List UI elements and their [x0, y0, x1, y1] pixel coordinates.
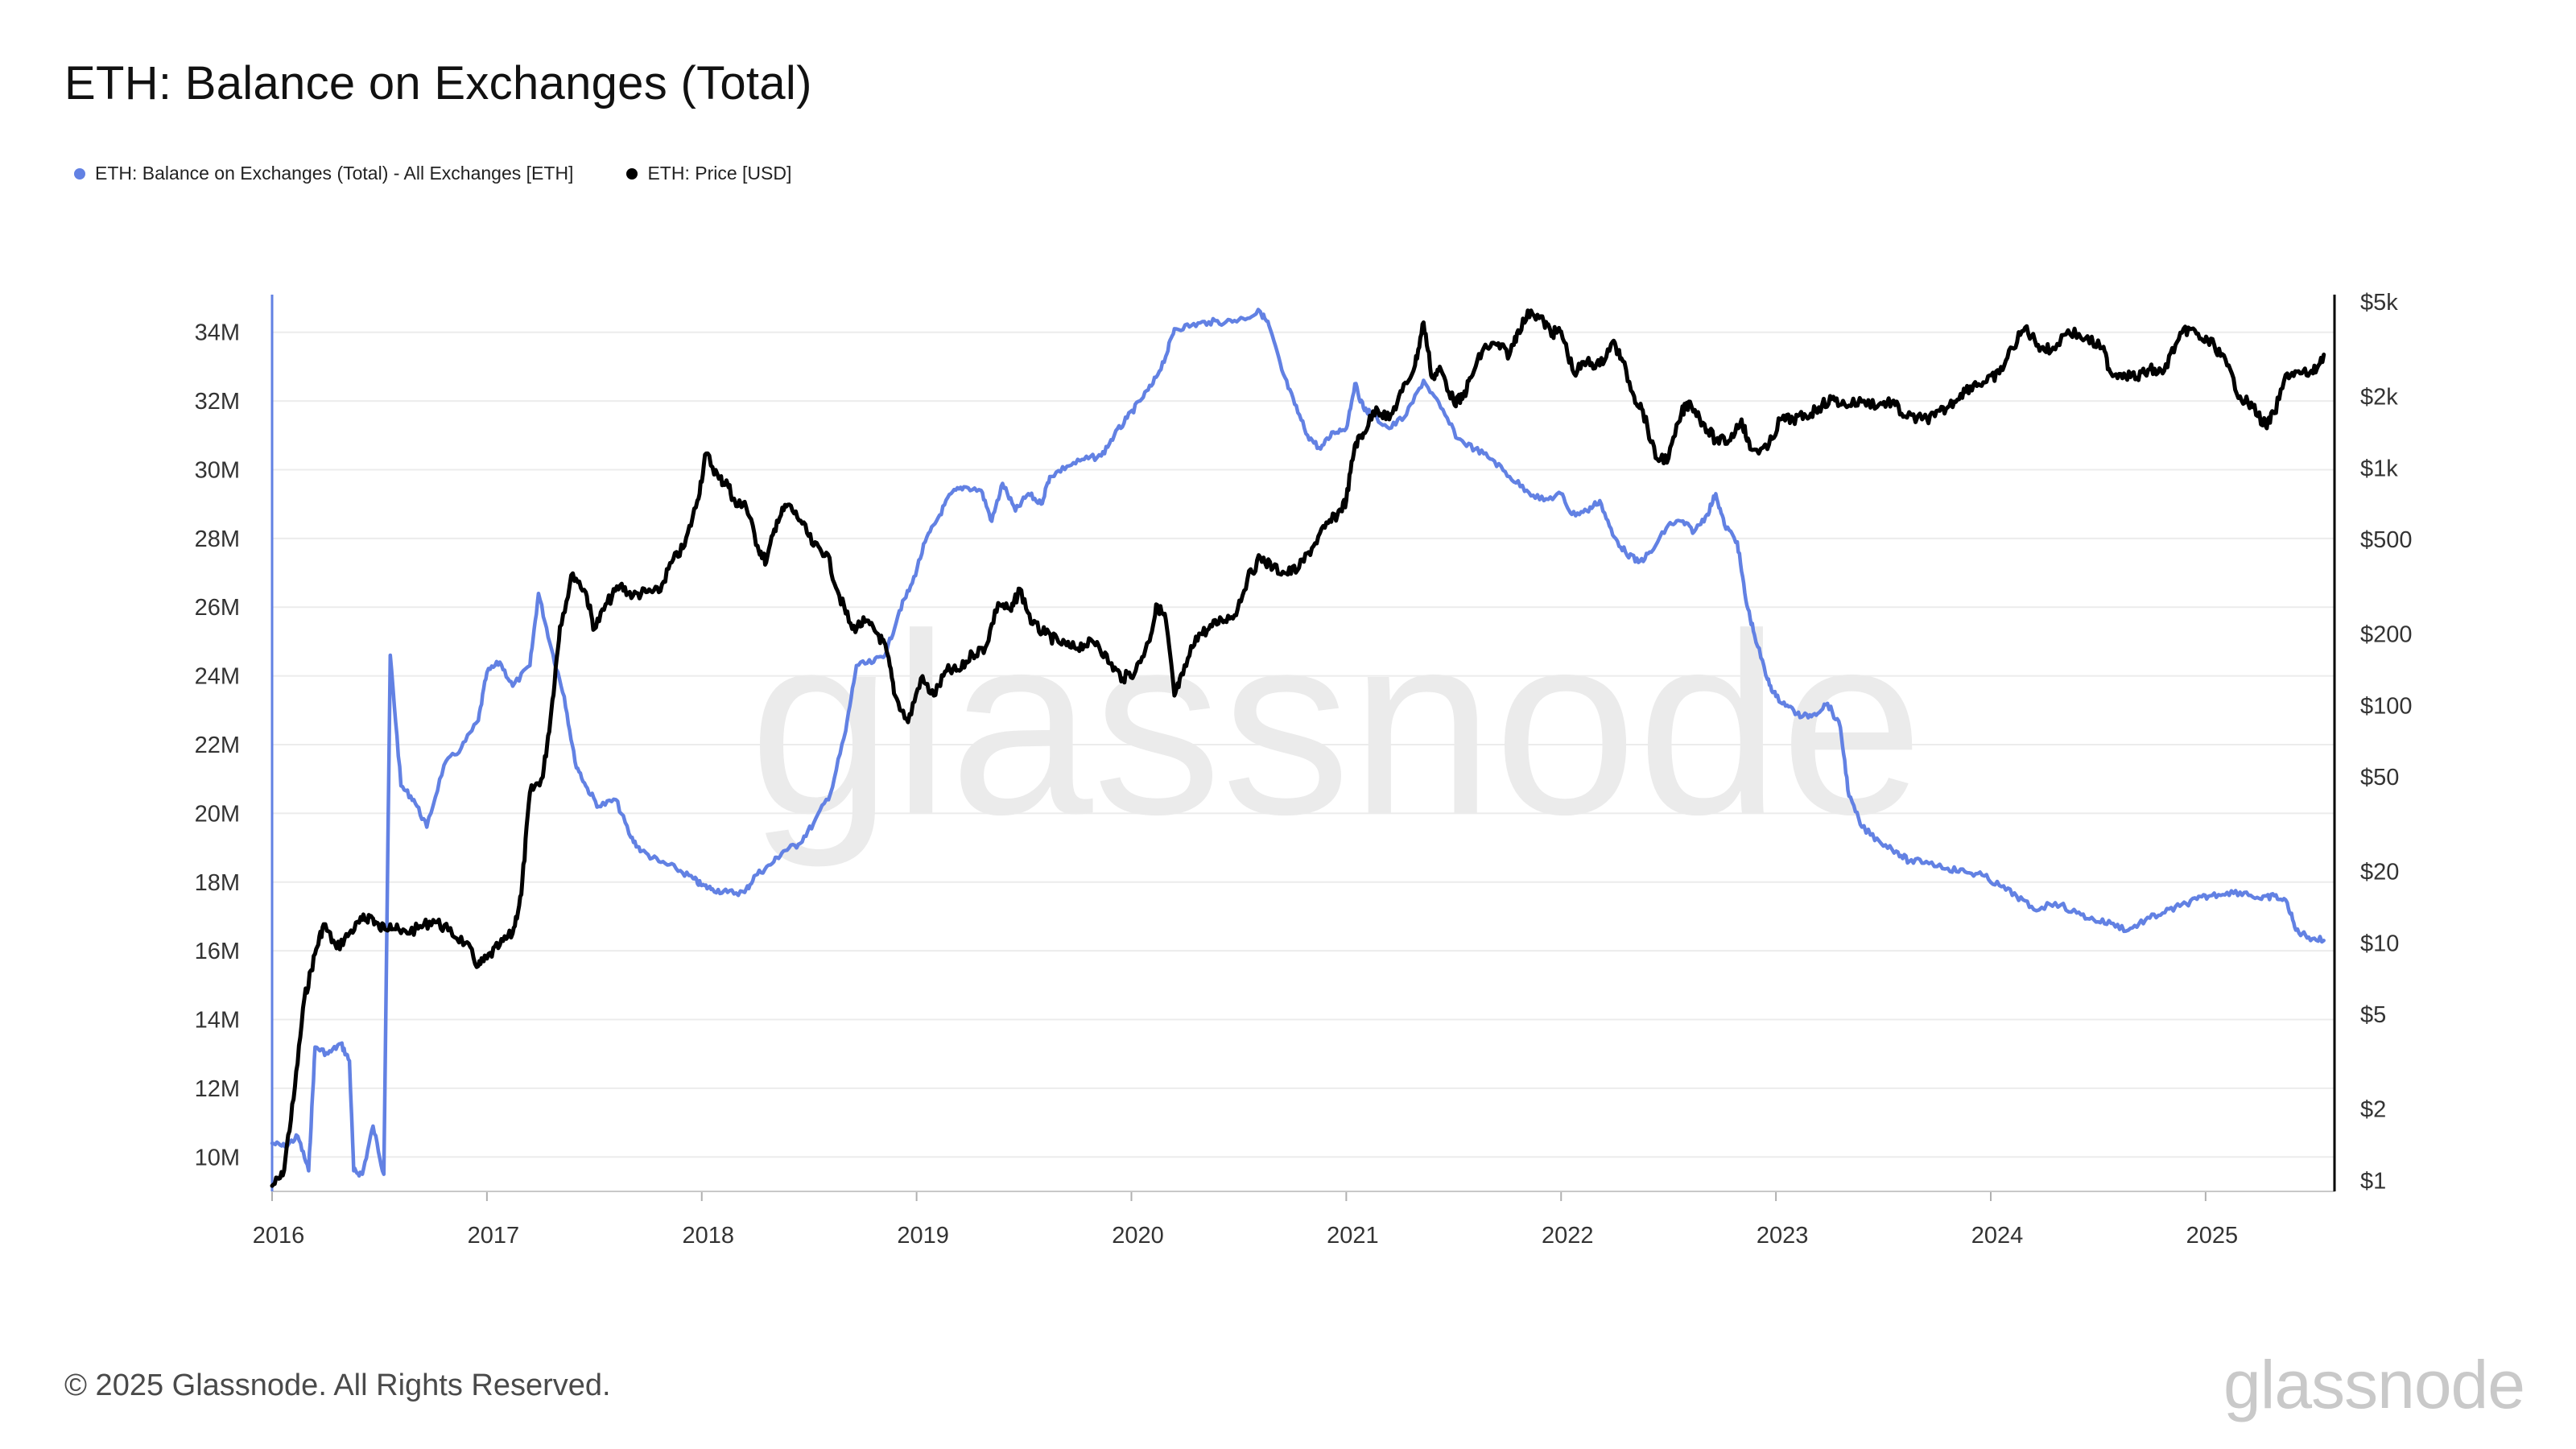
legend-dot-price [626, 167, 638, 180]
y-right-tick-$100: $100 [2360, 693, 2413, 719]
y-right-tick-$10: $10 [2360, 931, 2399, 956]
chart-title: ETH: Balance on Exchanges (Total) [64, 57, 812, 109]
y-left-tick-12M: 12M [195, 1076, 240, 1102]
y-left-tick-16M: 16M [195, 939, 240, 964]
x-tick-2016: 2016 [253, 1223, 305, 1249]
x-tick-2023: 2023 [1757, 1223, 1809, 1249]
y-left-tick-28M: 28M [195, 526, 240, 552]
x-tick-2022: 2022 [1542, 1223, 1594, 1249]
copyright-text: © 2025 Glassnode. All Rights Reserved. [64, 1368, 611, 1402]
y-left-tick-14M: 14M [195, 1008, 240, 1034]
y-right-tick-$1: $1 [2360, 1168, 2386, 1194]
y-right-tick-$2: $2 [2360, 1097, 2386, 1123]
x-tick-2024: 2024 [1971, 1223, 2024, 1249]
tick-labels: 10M 12M 14M 16M 18M 20M 22M 24M 26M 28M 30M 32M 34M $… [195, 290, 2413, 1249]
legend-item-price[interactable]: ETH: Price [USD] [626, 163, 791, 184]
axes [270, 295, 2336, 1201]
y-left-tick-20M: 20M [195, 801, 240, 827]
y-left-tick-32M: 32M [195, 389, 240, 415]
y-left-tick-34M: 34M [195, 320, 240, 346]
y-right-tick-$5: $5 [2360, 1002, 2386, 1028]
y-right-tick-$1k: $1k [2360, 456, 2398, 481]
y-right-tick-$50: $50 [2360, 765, 2399, 791]
grid-lines [272, 331, 2334, 1158]
legend-dot-balance [74, 167, 85, 180]
y-left-tick-22M: 22M [195, 733, 240, 758]
x-tick-2019: 2019 [897, 1223, 949, 1249]
x-tick-2025: 2025 [2186, 1223, 2239, 1249]
legend-label-price: ETH: Price [USD] [647, 163, 792, 184]
y-left-tick-24M: 24M [195, 664, 240, 690]
series-line-price [270, 308, 2326, 1188]
series-lines [270, 308, 2326, 1188]
legend-item-balance[interactable]: ETH: Balance on Exchanges (Total) - All … [74, 163, 573, 184]
series-line-balance [270, 308, 2326, 1178]
y-right-tick-$20: $20 [2360, 860, 2399, 886]
x-tick-2021: 2021 [1327, 1223, 1379, 1249]
glassnode-logo: glassnode [2223, 1347, 2525, 1422]
x-tick-2017: 2017 [468, 1223, 520, 1249]
y-left-tick-30M: 30M [195, 457, 240, 483]
legend-label-balance: ETH: Balance on Exchanges (Total) - All … [95, 163, 574, 184]
y-left-tick-10M: 10M [195, 1145, 240, 1170]
y-right-tick-$5k: $5k [2360, 290, 2398, 316]
x-tick-2018: 2018 [682, 1223, 734, 1249]
legend: ETH: Balance on Exchanges (Total) - All … [74, 163, 791, 184]
y-right-tick-$2k: $2k [2360, 384, 2398, 410]
y-left-tick-18M: 18M [195, 870, 240, 896]
glassnode-watermark: glassnode [749, 580, 1924, 869]
y-right-tick-$500: $500 [2360, 527, 2413, 553]
y-right-tick-$200: $200 [2360, 622, 2413, 648]
x-tick-2020: 2020 [1112, 1223, 1164, 1249]
y-left-tick-26M: 26M [195, 595, 240, 621]
